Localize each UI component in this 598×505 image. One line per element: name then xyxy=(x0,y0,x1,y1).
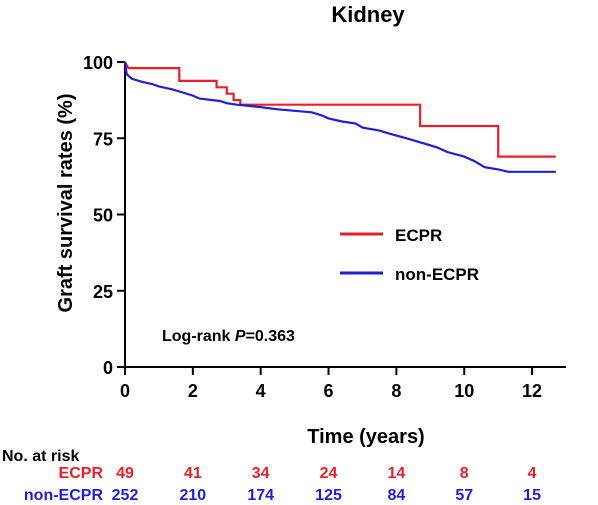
x-tick-label: 2 xyxy=(188,381,198,401)
series-lines xyxy=(123,61,556,173)
y-tick-label: 25 xyxy=(93,282,113,302)
axes: 0 25 50 75 100 0 2 4 6 8 10 12 xyxy=(83,53,566,401)
risk-value: 8 xyxy=(460,465,469,482)
y-axis-label: Graft survival rates (%) xyxy=(55,94,77,313)
risk-value: 4 xyxy=(528,465,537,482)
x-tick-label: 10 xyxy=(454,381,474,401)
risk-row-label: ECPR xyxy=(59,465,104,482)
risk-value: 34 xyxy=(252,465,270,482)
risk-value: 125 xyxy=(315,487,342,504)
y-tick-label: 100 xyxy=(83,53,113,73)
risk-value: 14 xyxy=(387,465,405,482)
x-tick-label: 0 xyxy=(120,381,130,401)
risk-table-title: No. at risk xyxy=(2,448,79,465)
legend: ECPR non-ECPR xyxy=(340,226,479,284)
risk-value: 252 xyxy=(112,487,139,504)
risk-value: 210 xyxy=(179,487,206,504)
risk-value: 24 xyxy=(320,465,338,482)
y-tick-label: 0 xyxy=(103,358,113,378)
annotation-prefix: Log-rank xyxy=(162,328,235,345)
x-tick-label: 8 xyxy=(391,381,401,401)
y-tick-label: 50 xyxy=(93,206,113,226)
chart-title: Kidney xyxy=(331,2,405,27)
risk-value: 15 xyxy=(523,487,541,504)
risk-row-label: non-ECPR xyxy=(24,487,104,504)
annotation-suffix: =0.363 xyxy=(246,328,295,345)
series-line-non-ecpr xyxy=(123,61,556,173)
legend-label-ecpr: ECPR xyxy=(395,226,442,245)
risk-value: 57 xyxy=(455,487,473,504)
risk-value: 174 xyxy=(247,487,274,504)
x-tick-label: 12 xyxy=(522,381,542,401)
x-axis-label: Time (years) xyxy=(307,426,424,448)
y-tick-label: 75 xyxy=(93,129,113,149)
annotation-p: P xyxy=(235,328,246,345)
x-tick-label: 4 xyxy=(256,381,266,401)
series-line-ecpr xyxy=(124,61,556,158)
risk-value: 41 xyxy=(184,465,202,482)
legend-label-non-ecpr: non-ECPR xyxy=(395,265,479,284)
x-tick-label: 6 xyxy=(324,381,334,401)
risk-value: 84 xyxy=(387,487,405,504)
risk-value: 49 xyxy=(116,465,134,482)
log-rank-annotation: Log-rank P=0.363 xyxy=(162,328,295,345)
